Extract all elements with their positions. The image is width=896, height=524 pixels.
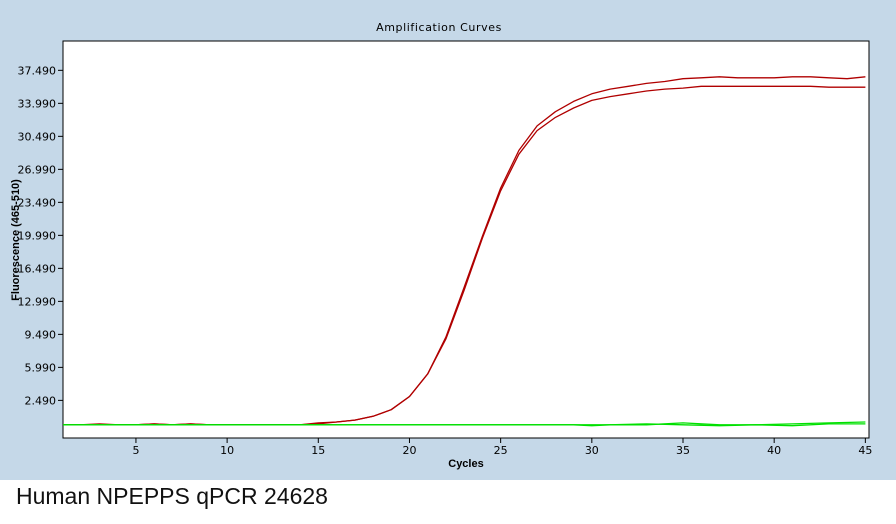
y-tick-label: 2.490 bbox=[25, 394, 57, 407]
series-lines bbox=[63, 76, 866, 427]
x-tick-label: 40 bbox=[767, 444, 781, 457]
x-axis-title: Cycles bbox=[448, 458, 483, 470]
x-tick-label: 20 bbox=[402, 444, 416, 457]
y-tick-label: 26.990 bbox=[18, 163, 57, 176]
y-tick-label: 16.490 bbox=[18, 262, 57, 275]
y-tick-label: 33.990 bbox=[18, 97, 57, 110]
x-tick-label: 15 bbox=[311, 444, 325, 457]
x-tick-label: 45 bbox=[858, 444, 872, 457]
y-tick-label: 30.490 bbox=[18, 130, 57, 143]
caption: Human NPEPPS qPCR 24628 bbox=[16, 483, 328, 509]
plot-area bbox=[62, 40, 870, 439]
x-tick-label: 25 bbox=[494, 444, 508, 457]
y-tick-label: 19.990 bbox=[18, 229, 57, 242]
y-tick-label: 23.490 bbox=[18, 196, 57, 209]
x-tick-label: 30 bbox=[585, 444, 599, 457]
y-axis-title: Fluorescence (465-510) bbox=[10, 179, 22, 301]
x-tick-label: 10 bbox=[220, 444, 234, 457]
x-tick-label: 35 bbox=[676, 444, 690, 457]
amplification-chart: Amplification Curves Cycles Fluorescence… bbox=[10, 21, 873, 470]
x-tick-label: 5 bbox=[132, 444, 139, 457]
axis-ticks: 5 10 15 20 25 30 35 40 45 2.490 5.990 9.490 12.990 16… bbox=[18, 64, 873, 457]
y-tick-label: 9.490 bbox=[25, 328, 57, 341]
y-tick-label: 12.990 bbox=[18, 295, 57, 308]
series-line-4 bbox=[63, 423, 866, 427]
chart-title: Amplification Curves bbox=[376, 21, 502, 34]
y-tick-label: 37.490 bbox=[18, 64, 57, 77]
chart-panel: Amplification Curves Cycles Fluorescence… bbox=[0, 0, 896, 480]
y-tick-label: 5.990 bbox=[25, 361, 57, 374]
